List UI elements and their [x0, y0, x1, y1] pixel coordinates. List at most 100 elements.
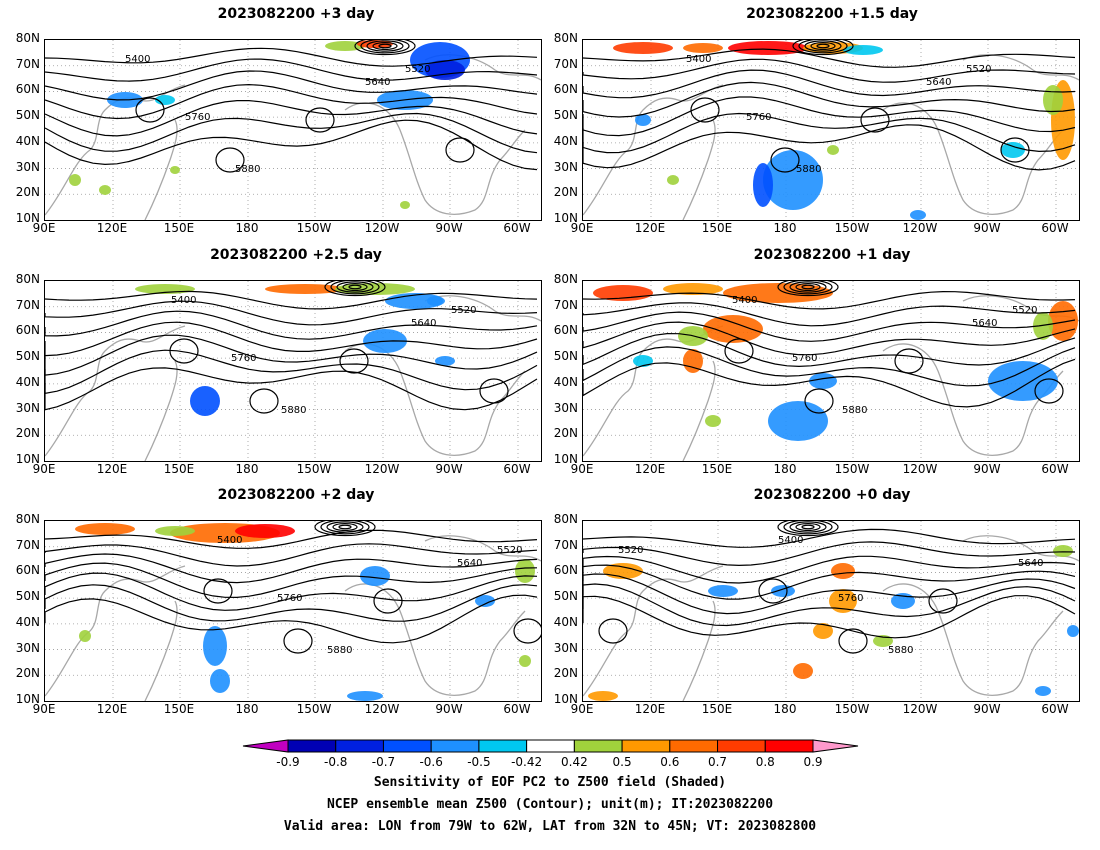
- y-tick-label: 10N: [15, 452, 40, 466]
- contour-label: 5760: [277, 593, 302, 604]
- x-tick-label: 120W: [902, 221, 938, 235]
- y-tick-label: 50N: [15, 589, 40, 604]
- coastline: [583, 54, 1079, 220]
- sensitivity-shading: [593, 283, 1078, 441]
- z500-contours: [45, 281, 538, 414]
- contour-label: 5640: [972, 318, 997, 329]
- map-panel-6: 5400 5520 5640 5760 5880: [582, 520, 1080, 702]
- y-tick-label: 70N: [15, 56, 40, 71]
- x-tick-label: 150E: [163, 702, 195, 716]
- caption-line-3: Valid area: LON from 79W to 62W, LAT fro…: [283, 819, 817, 834]
- y-tick-label: 50N: [553, 108, 578, 123]
- contour-label: 5520: [618, 545, 643, 556]
- colorbar-tick-label: -0.42: [511, 755, 543, 769]
- x-tick-label: 90W: [973, 702, 1001, 716]
- colorbar-segment: [430, 739, 480, 753]
- y-tick-label: 30N: [553, 400, 578, 415]
- z500-contours: [45, 40, 538, 173]
- colorbar-tick-label: 0.6: [660, 755, 680, 769]
- map-panel-1: 5400 5520 5640 5760 5880: [44, 39, 542, 221]
- y-tick-label: 40N: [15, 614, 40, 629]
- x-tick-label: 90W: [435, 221, 463, 235]
- contour-label: 5880: [796, 164, 821, 175]
- colorbar-segment: [573, 739, 623, 753]
- x-tick-label: 150E: [163, 462, 195, 476]
- y-tick-label: 80N: [15, 512, 40, 526]
- x-tick-label: 120E: [96, 221, 128, 235]
- x-tick-label: 90E: [32, 462, 56, 476]
- x-tick-label: 120E: [634, 462, 666, 476]
- contour-label: 5520: [405, 64, 430, 75]
- panel-title-5: 2023082200 +2 day: [217, 487, 375, 503]
- map-panel-5: 5400 5520 5640 5760 5880: [44, 520, 542, 702]
- x-tick-label: 90E: [570, 221, 594, 235]
- y-tick-label: 60N: [15, 323, 40, 338]
- contour-label: 5880: [842, 405, 867, 416]
- z500-contours: [583, 40, 1076, 173]
- y-tick-label: 70N: [15, 537, 40, 552]
- colorbar-segment: [764, 739, 814, 753]
- map-panel-3: 5400 5520 5640 5760 5880: [44, 280, 542, 462]
- x-tick-label: 150E: [163, 221, 195, 235]
- y-tick-label: 20N: [15, 426, 40, 441]
- colorbar-tick-label: -0.6: [419, 755, 443, 769]
- z500-contours: [45, 521, 541, 654]
- x-tick-label: 150W: [834, 462, 870, 476]
- x-tick-label: 90W: [973, 462, 1001, 476]
- z500-contours: [583, 281, 1076, 414]
- x-tick-label: 150E: [701, 221, 733, 235]
- x-tick-label: 120E: [634, 702, 666, 716]
- x-tick-label: 60W: [503, 462, 531, 476]
- y-tick-label: 30N: [553, 159, 578, 174]
- x-tick-label: 150W: [296, 462, 332, 476]
- sensitivity-shading: [69, 40, 470, 209]
- x-tick-label: 120E: [96, 702, 128, 716]
- x-tick-label: 90W: [973, 221, 1001, 235]
- panel-title-1: 2023082200 +3 day: [217, 6, 375, 22]
- x-tick-label: 120W: [364, 462, 400, 476]
- contour-label: 5520: [1012, 305, 1037, 316]
- x-tick-label: 60W: [1041, 462, 1069, 476]
- map-canvas: 5400 5520 5640 5760 5880: [583, 521, 1079, 701]
- colorbar-tick-label: -0.5: [467, 755, 491, 769]
- contour-label: 5520: [497, 545, 522, 556]
- y-tick-label: 20N: [15, 185, 40, 200]
- y-tick-label: 10N: [553, 692, 578, 706]
- x-tick-label: 60W: [503, 702, 531, 716]
- x-tick-label: 120W: [364, 221, 400, 235]
- x-tick-label: 180: [773, 702, 797, 716]
- y-tick-label: 50N: [553, 349, 578, 364]
- y-tick-label: 70N: [15, 297, 40, 312]
- contour-label: 5640: [926, 77, 951, 88]
- map-canvas: 5400 5520 5640 5760 5880: [583, 281, 1079, 461]
- contour-label: 5880: [235, 164, 260, 175]
- x-tick-label: 150E: [701, 702, 733, 716]
- x-tick-label: 150W: [296, 221, 332, 235]
- coastline: [45, 54, 541, 220]
- y-tick-label: 50N: [553, 589, 578, 604]
- x-tick-label: 180: [235, 221, 259, 235]
- y-tick-label: 30N: [15, 400, 40, 415]
- colorbar-right-arrow: [812, 739, 859, 753]
- x-tick-label: 150W: [834, 702, 870, 716]
- x-tick-label: 90W: [435, 462, 463, 476]
- x-tick-label: 180: [235, 462, 259, 476]
- sensitivity-shading: [588, 545, 1079, 701]
- y-tick-label: 80N: [15, 31, 40, 45]
- x-tick-label: 120W: [902, 462, 938, 476]
- contour-label: 5400: [778, 535, 803, 546]
- y-tick-label: 60N: [553, 323, 578, 338]
- contour-label: 5880: [281, 405, 306, 416]
- y-tick-label: 60N: [15, 563, 40, 578]
- contour-label: 5760: [792, 353, 817, 364]
- colorbar-segment: [526, 739, 575, 753]
- x-tick-label: 90E: [32, 702, 56, 716]
- y-tick-label: 70N: [553, 537, 578, 552]
- contour-label: 5760: [838, 593, 863, 604]
- x-tick-label: 60W: [1041, 702, 1069, 716]
- x-tick-label: 180: [773, 221, 797, 235]
- x-tick-label: 120W: [364, 702, 400, 716]
- caption-line-1: Sensitivity of EOF PC2 to Z500 field (Sh…: [373, 775, 727, 790]
- x-tick-label: 150E: [701, 462, 733, 476]
- y-tick-label: 40N: [553, 614, 578, 629]
